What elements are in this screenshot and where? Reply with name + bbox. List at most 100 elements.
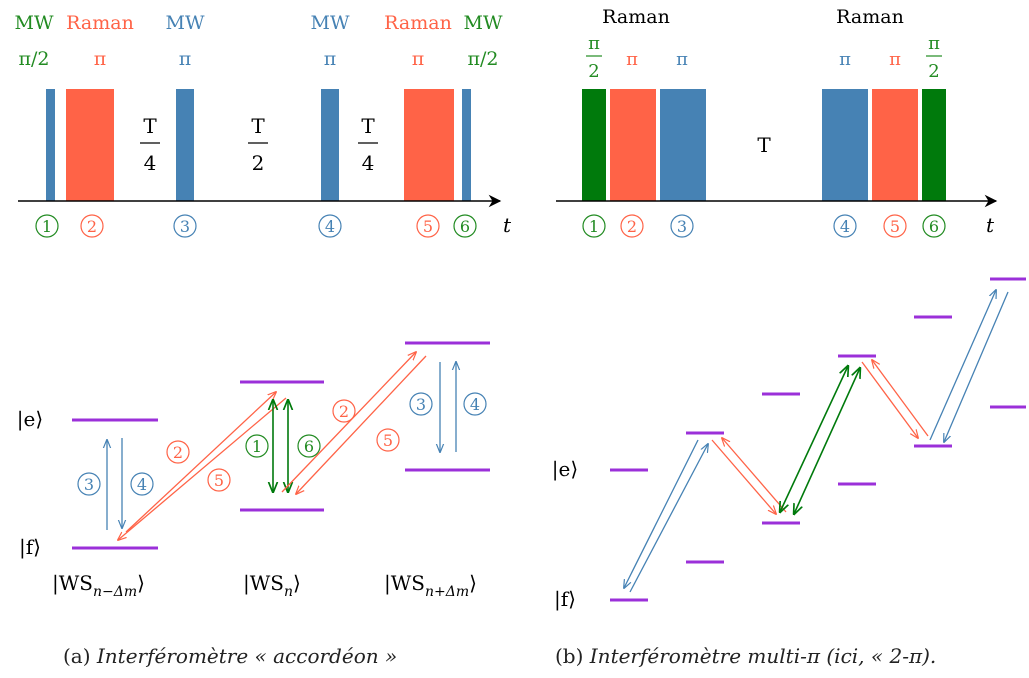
- svg-text:1: 1: [252, 437, 262, 456]
- svg-text:4: 4: [144, 151, 157, 175]
- a-arrow-5-right-label: 5: [376, 428, 400, 452]
- a-arrow-2-right: [281, 352, 416, 493]
- svg-text:6: 6: [304, 437, 314, 456]
- b-interval-T: T: [757, 133, 771, 157]
- a-state-f: |f⟩: [19, 535, 41, 560]
- b-time-axis-label: t: [986, 213, 995, 237]
- b-label-pihalf-6: π 2: [926, 33, 942, 82]
- svg-text:π: π: [588, 33, 600, 54]
- b-label-pi-3: π: [676, 49, 688, 70]
- panel-a-timeline: MW π/2 Raman π MW π MW π Raman π MW π/2 …: [15, 12, 512, 238]
- a-arrow-4-right-label: 4: [463, 392, 487, 416]
- svg-text:4: 4: [470, 395, 480, 414]
- svg-text:|WSn+Δm⟩: |WSn+Δm⟩: [384, 571, 477, 600]
- a-ws-right-label: |WSn+Δm⟩: [384, 571, 477, 600]
- a-pulse-6: [462, 89, 471, 201]
- caption-b-number: (b): [555, 644, 584, 668]
- svg-text:5: 5: [890, 217, 900, 236]
- b-label-raman-right: Raman: [836, 6, 904, 28]
- b-arrow-red-2: [722, 438, 787, 513]
- a-pulse-4: [321, 89, 339, 201]
- b-marker-4: 4: [833, 214, 857, 238]
- a-arrow-6-label: 6: [297, 434, 321, 458]
- svg-text:|WSn−Δm⟩: |WSn−Δm⟩: [52, 571, 145, 600]
- panel-b-timeline: Raman Raman π 2 π π π π π 2 T t 1: [556, 6, 998, 238]
- a-arrow-2-left-label: 2: [166, 440, 190, 464]
- a-ws-left-label: |WSn−Δm⟩: [52, 571, 145, 600]
- svg-text:4: 4: [325, 217, 335, 236]
- a-label-pihalf-1: π/2: [19, 48, 50, 70]
- svg-text:|WSn⟩: |WSn⟩: [243, 571, 301, 600]
- panel-b-levels: |e⟩ |f⟩: [552, 277, 1026, 612]
- a-label-raman-2: Raman: [66, 12, 134, 34]
- b-pulse-2: [610, 89, 656, 201]
- a-pulse-5: [404, 89, 454, 201]
- svg-text:3: 3: [677, 217, 687, 236]
- a-pulse-2: [66, 89, 114, 201]
- a-marker-3: 3: [173, 214, 197, 238]
- svg-text:3: 3: [180, 217, 190, 236]
- b-state-f: |f⟩: [554, 587, 576, 612]
- svg-text:2: 2: [588, 61, 599, 82]
- a-pulse-1: [46, 89, 55, 201]
- a-marker-6: 6: [453, 214, 477, 238]
- svg-text:2: 2: [928, 61, 939, 82]
- svg-text:5: 5: [214, 471, 224, 490]
- b-marker-1: 1: [582, 214, 606, 238]
- panel-a-levels: |e⟩ |f⟩ |WSn−Δm⟩ |WSn⟩ |WSn+Δm⟩ 3 4 2: [17, 341, 490, 600]
- b-label-pi-2: π: [626, 49, 638, 70]
- b-label-pi-4: π: [839, 49, 851, 70]
- a-label-pi-2: π: [94, 48, 107, 70]
- a-interval-3: T 4: [358, 114, 378, 175]
- svg-text:T: T: [361, 114, 375, 138]
- b-marker-2: 2: [620, 214, 644, 238]
- a-arrow-5-left: [118, 397, 287, 540]
- caption-a: (a) Interféromètre « accordéon »: [63, 644, 397, 668]
- b-arrow-green-1: [780, 366, 848, 512]
- svg-text:4: 4: [137, 475, 147, 494]
- a-marker-1: 1: [35, 214, 59, 238]
- caption-a-text: Interféromètre « accordéon »: [96, 644, 398, 668]
- a-marker-2: 2: [80, 214, 104, 238]
- a-label-pi-4: π: [324, 48, 337, 70]
- interferometer-diagram: MW π/2 Raman π MW π MW π Raman π MW π/2 …: [15, 6, 1026, 612]
- svg-text:π: π: [928, 33, 940, 54]
- svg-text:4: 4: [362, 151, 375, 175]
- b-arrow-red-4: [872, 360, 929, 437]
- a-arrow-3-right-label: 3: [409, 392, 433, 416]
- a-arrow-1-label: 1: [245, 434, 269, 458]
- svg-text:2: 2: [339, 402, 349, 421]
- a-ws-mid-label: |WSn⟩: [243, 571, 301, 600]
- a-marker-5: 5: [416, 214, 440, 238]
- a-state-e: |e⟩: [17, 407, 43, 432]
- a-interval-2: T 2: [248, 114, 268, 175]
- b-pulse-4: [822, 89, 868, 201]
- caption-a-number: (a): [63, 644, 91, 668]
- caption-b-text: Interféromètre multi-π (ici, « 2-π).: [589, 644, 937, 668]
- svg-text:2: 2: [87, 217, 97, 236]
- svg-text:5: 5: [383, 431, 393, 450]
- svg-text:5: 5: [423, 217, 433, 236]
- b-arrow-red-1: [711, 439, 776, 514]
- a-arrow-5-right: [296, 355, 427, 494]
- b-state-e: |e⟩: [552, 457, 578, 482]
- svg-text:2: 2: [627, 217, 637, 236]
- a-label-mw-6: MW: [464, 12, 503, 34]
- b-arrow-blue-up-1: [629, 444, 708, 593]
- a-label-mw-1: MW: [15, 12, 54, 34]
- svg-text:1: 1: [42, 217, 52, 236]
- b-marker-3: 3: [670, 214, 694, 238]
- b-label-raman-left: Raman: [602, 6, 670, 28]
- caption-b: (b) Interféromètre multi-π (ici, « 2-π).: [555, 644, 936, 668]
- a-arrow-3-label: 3: [77, 472, 101, 496]
- b-pulse-5: [872, 89, 918, 201]
- svg-text:1: 1: [589, 217, 599, 236]
- svg-text:2: 2: [173, 443, 183, 462]
- svg-text:6: 6: [929, 217, 939, 236]
- b-arrow-green-2: [794, 368, 860, 514]
- b-pulse-3: [660, 89, 706, 201]
- a-arrow-5-left-label: 5: [207, 468, 231, 492]
- b-arrow-blue-down-1: [624, 439, 699, 588]
- svg-text:T: T: [251, 114, 265, 138]
- b-arrow-blue-down-2: [944, 291, 1009, 442]
